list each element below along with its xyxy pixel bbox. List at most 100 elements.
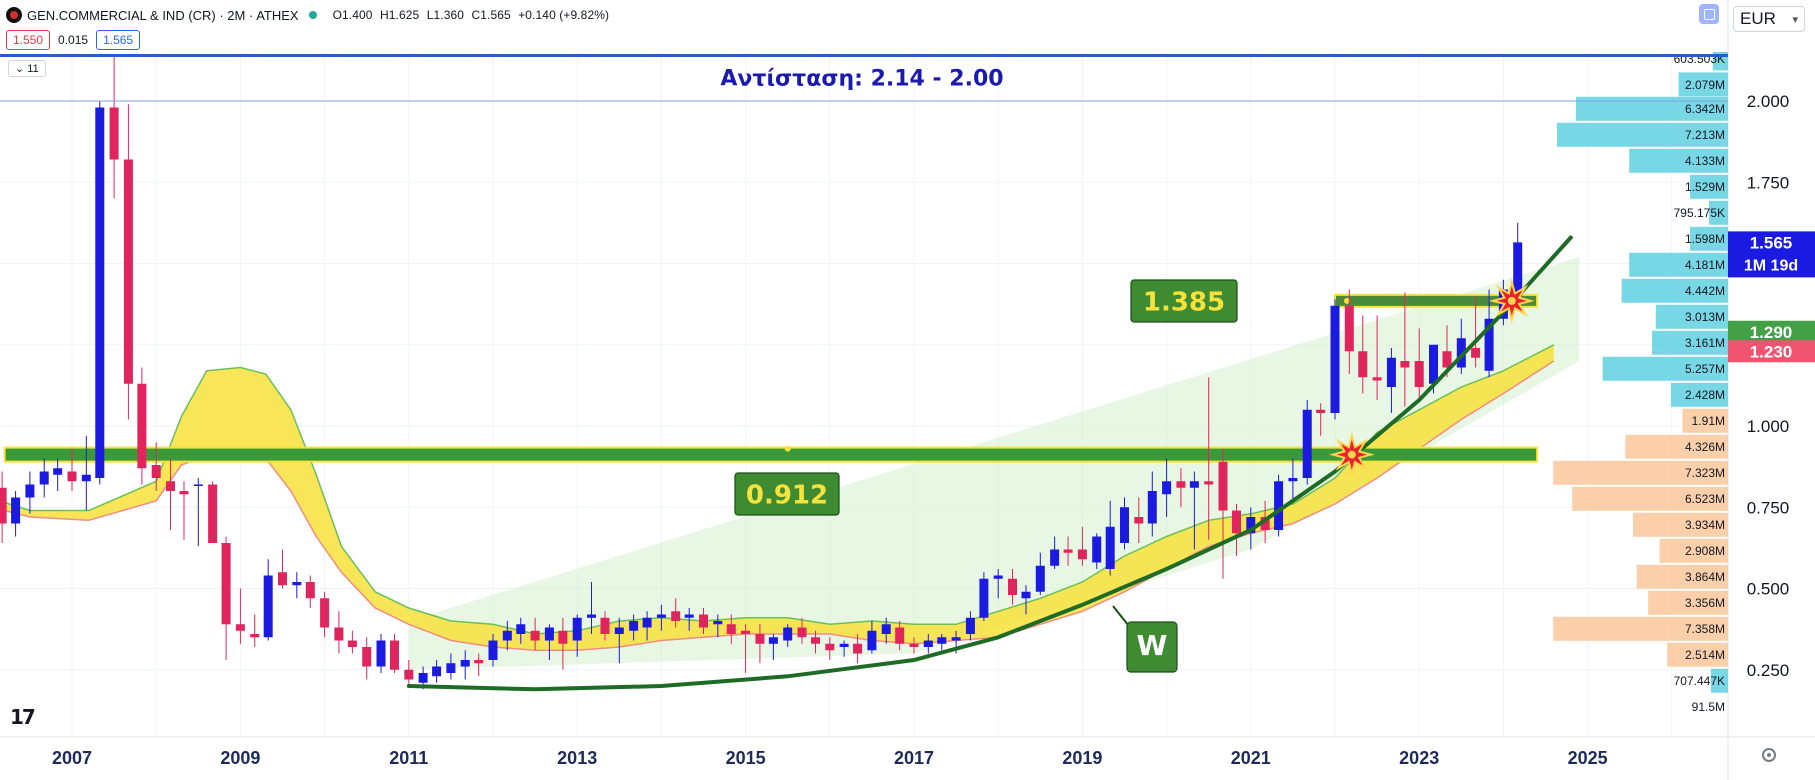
x-tick-label: 2021 xyxy=(1231,748,1271,768)
volume-profile-bar xyxy=(1709,200,1728,225)
plot-area: 603.503K 2.079M 6.342M 7.213M 4.133M 1.529M 79… xyxy=(0,52,1728,714)
volume-profile-bar xyxy=(1671,382,1728,407)
x-tick-label: 2015 xyxy=(726,748,766,768)
volume-profile-bar xyxy=(1682,408,1728,433)
ohlc-change: +0.140 (+9.82%) xyxy=(518,8,610,22)
symbol-title[interactable]: GEN.COMMERCIAL & IND (CR) · 2M · ATHEX xyxy=(27,7,299,23)
volume-profile-label: 7.323M xyxy=(1685,466,1725,480)
candle-body xyxy=(334,627,344,641)
candle-body xyxy=(1120,507,1129,543)
volume-profile-bar xyxy=(1557,122,1728,147)
volume-profile-label: 3.864M xyxy=(1685,570,1725,584)
candle-body xyxy=(1021,591,1031,599)
cloud-fill xyxy=(0,344,1554,651)
rounding-bottom-curve xyxy=(406,235,1573,692)
candle-body xyxy=(263,575,273,638)
tradingview-logo-icon[interactable]: 17 xyxy=(10,705,36,729)
volume-profile-label: 7.213M xyxy=(1685,128,1725,142)
volume-profile-label: 6.523M xyxy=(1685,492,1725,506)
volume-profile-label: 2.428M xyxy=(1685,388,1725,402)
candle-body xyxy=(1246,517,1256,534)
candle-body xyxy=(937,637,947,644)
candle-body xyxy=(502,630,512,641)
volume-profile-label: 1.91M xyxy=(1692,414,1725,428)
x-tick-label: 2007 xyxy=(52,748,92,768)
chart-header: GEN.COMMERCIAL & IND (CR) · 2M · ATHEX O… xyxy=(6,4,613,26)
price-axis-tag-value: 1.230 xyxy=(1750,342,1793,361)
volume-profile-bar xyxy=(1629,252,1728,277)
candle-body xyxy=(1077,549,1087,560)
sell-price-button[interactable]: 1.550 xyxy=(6,30,51,50)
volume-profile-label: 3.013M xyxy=(1685,310,1725,324)
chevron-down-icon: ▾ xyxy=(1792,13,1798,26)
currency-value: EUR xyxy=(1740,9,1776,28)
y-tick-label: 1.000 xyxy=(1747,417,1790,436)
candle-body xyxy=(25,484,35,498)
candle-body xyxy=(292,582,302,586)
currency-select[interactable]: EUR ▾ xyxy=(1733,6,1805,32)
volume-profile-bar xyxy=(1690,174,1728,199)
indicators-toggle[interactable]: ⌄ 11 xyxy=(8,60,46,77)
candle-body xyxy=(965,617,975,634)
volume-profile-label: 707.447K xyxy=(1674,674,1725,688)
breakout-burst-core xyxy=(1507,296,1516,305)
candle-body xyxy=(530,630,540,641)
candle-body xyxy=(81,474,91,482)
cloud-upper-line xyxy=(0,344,1555,635)
candle-body xyxy=(572,617,582,641)
volume-profile-bar xyxy=(1625,434,1728,459)
candle-body xyxy=(250,634,260,638)
copy-icon[interactable] xyxy=(1699,4,1719,24)
candle-body xyxy=(558,630,568,644)
candle-body xyxy=(1316,409,1326,413)
candle-body xyxy=(235,624,245,631)
candle-body xyxy=(1288,478,1298,482)
candle-body xyxy=(755,634,765,644)
volume-profile-bar xyxy=(1659,538,1728,563)
gear-icon[interactable] xyxy=(1762,748,1776,762)
volume-profile-bar xyxy=(1667,642,1728,667)
candle-body xyxy=(488,640,498,660)
volume-profile-label: 1.598M xyxy=(1685,232,1725,246)
candle-body xyxy=(362,647,372,667)
volume-profile-label: 4.181M xyxy=(1685,258,1725,272)
candle-body xyxy=(1442,351,1452,368)
candle-body xyxy=(446,663,456,673)
candle-body xyxy=(278,572,287,586)
buy-price-button[interactable]: 1.565 xyxy=(96,30,141,50)
y-tick-label: 1.750 xyxy=(1747,173,1790,192)
candle-body xyxy=(1358,351,1368,378)
volume-profile-bar xyxy=(1690,226,1728,251)
volume-profile-bar xyxy=(1648,590,1728,615)
chevron-down-icon: ⌄ xyxy=(15,63,25,75)
candle-body xyxy=(1471,348,1481,358)
candle-body xyxy=(1204,481,1214,485)
support-callout-box xyxy=(734,472,840,516)
candle-body xyxy=(1414,361,1424,387)
candle-body xyxy=(979,578,989,618)
candle-body xyxy=(208,484,218,543)
volume-profile-label: 2.514M xyxy=(1685,648,1725,662)
volume-profile-bar xyxy=(1636,564,1728,589)
candle-body xyxy=(193,484,203,486)
indicators-count: 11 xyxy=(27,63,39,75)
candle-body xyxy=(783,627,793,641)
candle-body xyxy=(179,491,189,495)
price-axis-tag-value: 1.290 xyxy=(1750,323,1793,342)
volume-profile-bar xyxy=(1678,72,1728,97)
x-tick-label: 2025 xyxy=(1568,748,1608,768)
candle-body xyxy=(741,630,751,634)
candle-body xyxy=(895,627,905,644)
x-tick-label: 2017 xyxy=(894,748,934,768)
candle-body xyxy=(1176,481,1186,488)
volume-profile-bar xyxy=(1633,512,1728,537)
resistance-callout-box xyxy=(1130,279,1238,323)
candle-body xyxy=(1344,305,1354,352)
volume-profile-label: 795.175K xyxy=(1674,206,1725,220)
candle-body xyxy=(1372,377,1382,381)
resistance-label: Αντίσταση: 2.14 - 2.00 xyxy=(720,66,1003,91)
volume-profile-label: 7.358M xyxy=(1685,622,1725,636)
volume-profile-bar xyxy=(1652,330,1728,355)
price-axis-tag xyxy=(1728,231,1815,278)
